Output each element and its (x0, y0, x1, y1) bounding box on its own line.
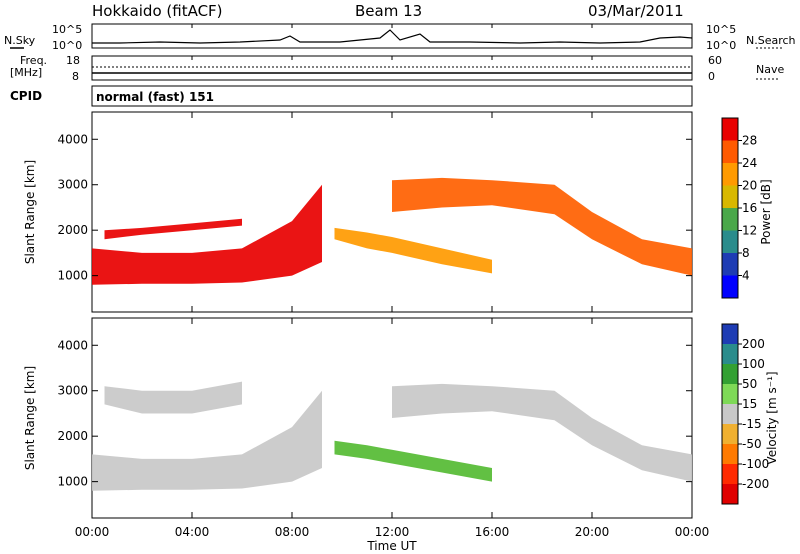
colorbar-tick-label: 16 (742, 201, 757, 215)
freq-panel: Freq. [MHz] 18 8 60 0 Nave (10, 54, 784, 83)
noise-panel: N.Sky N.Search 10^5 10^0 10^5 10^0 (4, 23, 796, 52)
colorbar-swatch (722, 230, 738, 254)
nsearch-label: N.Search (746, 34, 796, 47)
noise-tick-left-bottom: 10^0 (52, 39, 82, 52)
y-tick-label: 4000 (57, 132, 88, 146)
colorbar-swatch (722, 344, 738, 365)
colorbar-tick-label: -100 (742, 457, 769, 471)
y-tick-label: 3000 (57, 178, 88, 192)
y-tick-label: 2000 (57, 429, 88, 443)
echo-band-0 (92, 184, 322, 285)
echo-band-3 (104, 381, 242, 414)
colorbar-tick-label: -15 (742, 417, 762, 431)
colorbar-swatch (722, 404, 738, 425)
velocity-colorbar-label: Velocity [m s⁻¹] (765, 371, 779, 464)
x-tick-label: 08:00 (275, 525, 310, 539)
colorbar-tick-label: -200 (742, 477, 769, 491)
echo-band-1 (392, 177, 692, 276)
colorbar-tick-label: 20 (742, 179, 757, 193)
date-title: 03/Mar/2011 (588, 2, 684, 20)
y-tick-label: 3000 (57, 384, 88, 398)
nave-tick-top: 60 (708, 54, 722, 67)
cpid-panel: CPID normal (fast) 151 (10, 85, 693, 107)
y-tick-label: 1000 (57, 475, 88, 489)
colorbar-swatch (722, 384, 738, 405)
colorbar-swatch (722, 364, 738, 385)
freq-tick-top: 18 (66, 54, 80, 67)
colorbar-tick-label: 15 (742, 397, 757, 411)
x-tick-label: 12:00 (375, 525, 410, 539)
colorbar-swatch (722, 484, 738, 505)
colorbar-swatch (722, 464, 738, 485)
y-tick-label: 2000 (57, 223, 88, 237)
x-tick-label: 04:00 (175, 525, 210, 539)
colorbar-tick-label: -50 (742, 437, 762, 451)
colorbar-swatch (722, 163, 738, 186)
colorbar-swatch (722, 324, 738, 345)
x-tick-label: 16:00 (475, 525, 510, 539)
freq-label-line1: Freq. (20, 54, 47, 67)
colorbar-swatch (722, 140, 738, 164)
station-title: Hokkaido (fitACF) (92, 2, 223, 20)
nave-label: Nave (756, 63, 784, 76)
noise-tick-left-top: 10^5 (52, 23, 82, 36)
beam-title: Beam 13 (355, 2, 422, 20)
colorbar-swatch (722, 253, 738, 276)
colorbar-swatch (722, 208, 738, 231)
power-panel: 1000 2000 3000 4000 Slant Range [km] (23, 111, 693, 313)
echo-band-3 (104, 218, 242, 240)
colorbar-swatch (722, 444, 738, 465)
cpid-text: normal (fast) 151 (96, 90, 214, 104)
echo-band-0 (92, 390, 322, 491)
power-colorbar: Power [dB] 28 24 20 16 12 8 4 (721, 117, 773, 299)
colorbar-tick-label: 4 (742, 269, 750, 283)
velocity-colorbar: Velocity [m s⁻¹] 200 100 50 15 -15 -50 -100 -20… (721, 323, 779, 505)
colorbar-swatch (722, 275, 738, 299)
colorbar-tick-label: 12 (742, 224, 757, 238)
power-ylabel: Slant Range [km] (23, 160, 37, 264)
colorbar-tick-label: 8 (742, 246, 750, 260)
colorbar-tick-label: 28 (742, 134, 757, 148)
colorbar-tick-label: 100 (742, 357, 765, 371)
velocity-panel: 1000 2000 3000 4000 Slant Range [km] (23, 317, 693, 519)
x-tick-label: 00:00 (75, 525, 110, 539)
nave-tick-bottom: 0 (708, 70, 715, 83)
nsky-label: N.Sky (4, 34, 36, 47)
freq-label-line2: [MHz] (10, 66, 42, 79)
velocity-ylabel: Slant Range [km] (23, 366, 37, 470)
x-tick-label: 00:00 (675, 525, 710, 539)
y-tick-label: 4000 (57, 338, 88, 352)
power-colorbar-label: Power [dB] (759, 179, 773, 244)
echo-band-1 (392, 383, 692, 482)
colorbar-swatch (722, 185, 738, 209)
echo-band-2 (334, 440, 492, 482)
colorbar-swatch (722, 424, 738, 445)
colorbar-swatch (722, 118, 738, 141)
time-axis-label: Time UT (366, 539, 417, 553)
y-tick-label: 1000 (57, 269, 88, 283)
echo-band-2 (334, 227, 492, 274)
noise-tick-right-bottom: 10^0 (706, 39, 736, 52)
time-axis: 00:00 04:00 08:00 12:00 16:00 20:00 00:00 (75, 24, 710, 539)
colorbar-tick-label: 50 (742, 377, 757, 391)
noise-trace (92, 29, 693, 44)
noise-tick-right-top: 10^5 (706, 23, 736, 36)
freq-tick-bottom: 8 (72, 70, 79, 83)
colorbar-tick-label: 200 (742, 337, 765, 351)
colorbar-tick-label: 24 (742, 156, 757, 170)
cpid-label: CPID (10, 89, 42, 103)
x-tick-label: 20:00 (575, 525, 610, 539)
